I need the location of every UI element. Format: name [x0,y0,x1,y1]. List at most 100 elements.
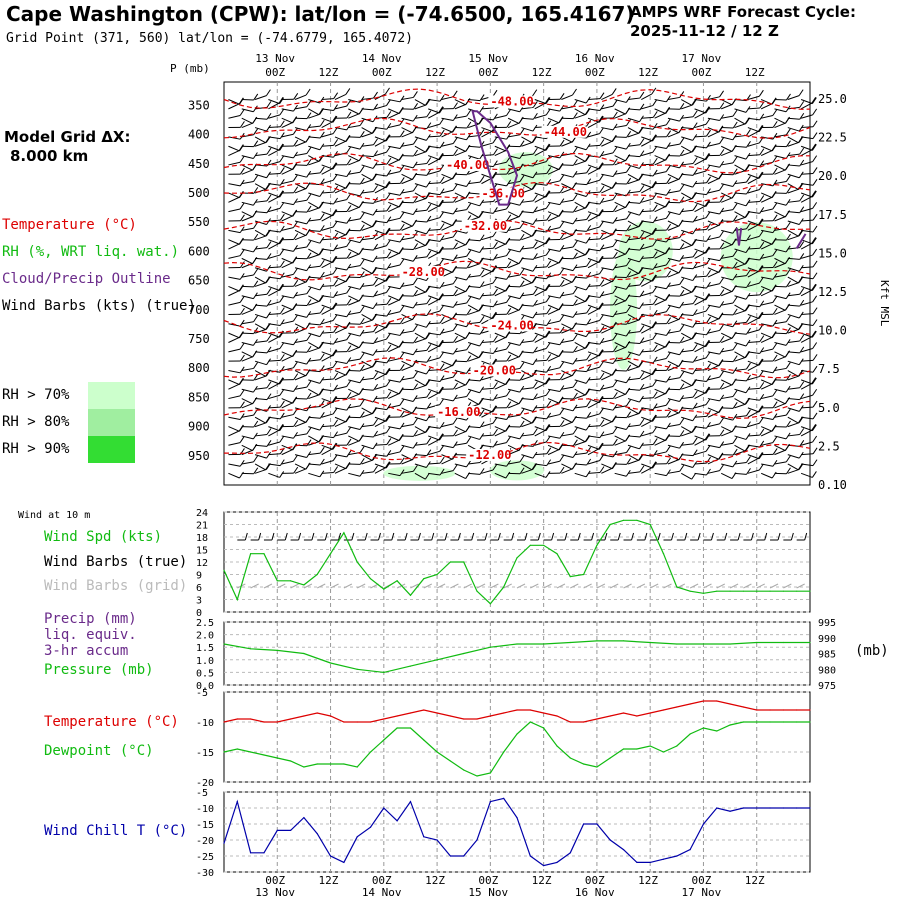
wind-barb-flag [453,195,458,203]
contour-label-bg [488,319,533,332]
wind-barb-flag [439,398,445,405]
wind-barb-flag [719,102,725,109]
wind-barb-shaft [534,453,547,456]
wind-barb-shaft [454,239,466,246]
wind-barb-flag [345,415,351,422]
wind-barb-shaft [667,377,680,381]
wind-barb-flag [731,191,737,199]
wind-barb-shaft [228,183,241,187]
temperature-line-point [529,709,531,711]
wind-barb-shaft [268,379,280,385]
dewpoint-line-point [489,772,491,774]
legend-wind-barbs: Wind Barbs (kts) (true) [2,298,196,314]
wind-barb-flag [706,188,711,195]
wind-barb-flag [238,97,244,105]
wind-barb-shaft [734,351,746,359]
wind-barb-flag [465,378,471,385]
wind-barb-flag [386,169,392,177]
wind-barb-flag [372,302,378,309]
wind-barb-shaft [374,291,387,297]
wind-barb-shaft [587,98,601,101]
wind-barb-flag [652,391,658,398]
top-date-label: 16 Nov [575,52,615,65]
wind-barb-flag [759,148,765,156]
wind-barb-flag [598,162,604,170]
wind-barb-flag [439,375,445,382]
wind-barb-shaft [268,383,280,390]
wind-barb-shaft [388,171,401,175]
wind-barb-shaft [361,220,373,228]
wind-barb-shaft [334,421,347,428]
wind-barb-shaft [654,171,667,175]
wind-barb-shaft [534,207,547,213]
wind-barb-flag [333,244,338,251]
wind-barb-flag [558,116,564,123]
wind-barb-shaft [614,388,626,395]
wind-barb-shaft [747,173,760,179]
wind-barb-shaft [508,274,521,278]
wind-barb-flag [772,413,778,420]
wind-barb-shaft [761,348,773,353]
wind-barb-flag [692,355,698,363]
wind-barb-flag [279,424,285,431]
wind-barb-flag [546,319,552,326]
wind-barb-shaft [774,122,786,129]
wind-barb-shaft [401,237,414,241]
wind-barb-shaft [334,199,347,203]
wind-barb-shaft [760,243,773,250]
wind-barb-shaft [587,121,599,128]
wind-barb-flag [239,109,245,116]
wind-barb-shaft [787,454,800,459]
wind-barb-flag [479,117,484,124]
wind-barb-flag [479,327,485,335]
wind-barb-flag [798,276,804,283]
wind-barb-shaft [428,450,440,456]
wind-barb-flag [799,299,805,307]
wind-barb-flag [452,441,458,448]
wind-barb-flag [812,388,818,396]
wind-barb-shaft [454,302,467,306]
wind-barb-flag [239,389,245,397]
wind-barb-shaft [694,299,706,306]
grid-barb [436,583,446,589]
wind-barb-flag [666,457,672,465]
wind-barb-flag [665,352,671,359]
wind-barb-shaft [561,328,573,334]
wind-barb-flag [385,134,391,142]
wind-barb-shaft [667,283,680,287]
wind-barb-shaft [294,234,307,241]
wind-barb-flag [799,440,805,447]
wind-barb-flag [492,113,498,121]
wind-barb-shaft [534,332,547,338]
wind-barb-flag [319,190,325,197]
wind-barb-shaft [747,376,760,381]
wind-barb-flag [626,411,632,418]
wind-barb-flag [599,384,605,392]
wind-barb-flag [798,264,804,272]
wind-barb-shaft [428,357,440,362]
wind-barb-flag [479,106,485,113]
wind-barb-shaft [388,451,401,456]
wind-barb-shaft [467,304,479,312]
wind-barb-flag [745,397,751,405]
wind-barb-shaft [681,384,693,390]
wind-barb-flag [292,209,298,217]
wind-barb-flag [786,187,791,194]
wind-barb-shaft [694,155,707,161]
wind-barb-flag [746,234,751,242]
bottom-time-tick-label: 12Z [745,874,765,887]
wind-barb-shaft [787,416,799,424]
wind-barb-flag [306,159,312,166]
wind-barb-flag [639,255,644,263]
wind-barb-flag [719,242,725,250]
wind-barb-flag [452,370,458,378]
wind-barb-shaft [734,356,747,362]
wind-barb-flag [746,222,751,230]
wind-barb-shaft [481,271,493,278]
wind-barb-flag [759,253,765,261]
temperature-line-point [489,715,491,717]
wind-barb-flag [532,299,538,307]
wind-barb-shaft [281,164,293,171]
wind-barb-shaft [414,104,427,110]
wind-barb-shaft [228,301,241,306]
